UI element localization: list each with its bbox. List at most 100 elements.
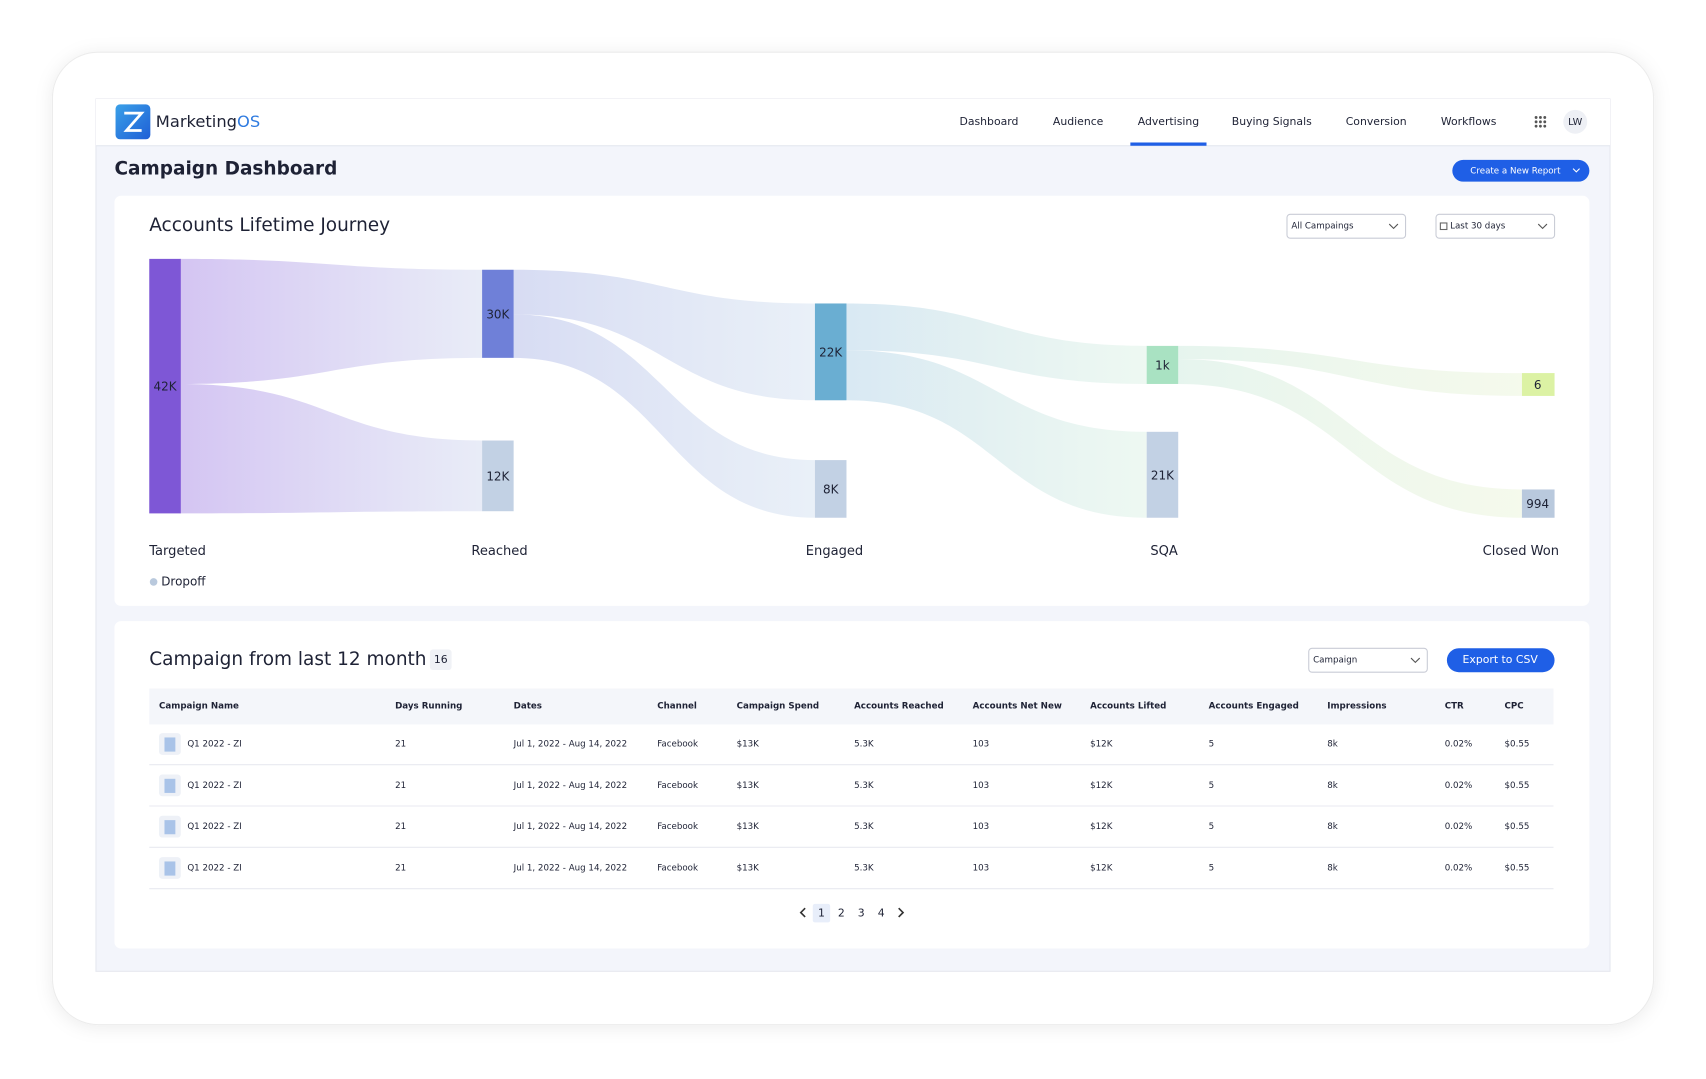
brand-suffix: OS xyxy=(237,111,260,130)
table-cell: 8k xyxy=(1327,781,1338,791)
table-cell: 5 xyxy=(1209,863,1215,873)
count-badge xyxy=(429,649,452,671)
brand: MarketingOS xyxy=(156,111,260,130)
legend-label: Dropoff xyxy=(161,574,206,588)
legend-dot xyxy=(149,578,158,586)
apps-icon[interactable] xyxy=(1534,116,1547,128)
top-nav xyxy=(95,98,1611,146)
column-header: Campaign Spend xyxy=(737,701,820,711)
nav-item[interactable]: Advertising xyxy=(1138,115,1199,128)
sankey-link xyxy=(179,383,483,514)
table-cell: Facebook xyxy=(657,822,698,832)
nav-item[interactable]: Audience xyxy=(1053,115,1104,128)
nav-item[interactable]: Conversion xyxy=(1346,115,1407,128)
nav-item[interactable]: Buying Signals xyxy=(1232,115,1312,128)
stage-label: Targeted xyxy=(148,544,206,559)
sankey-link xyxy=(513,269,815,401)
column-header: Impressions xyxy=(1327,701,1386,711)
sankey-node-label: 1k xyxy=(1155,359,1170,373)
page-number[interactable]: 3 xyxy=(858,907,865,920)
page-number[interactable]: 2 xyxy=(838,907,845,920)
nav-item[interactable]: Dashboard xyxy=(960,115,1019,128)
table-cell: Facebook xyxy=(657,863,698,873)
campaign-filter[interactable] xyxy=(1286,213,1407,239)
table-cell: Jul 1, 2022 - Aug 14, 2022 xyxy=(513,781,627,791)
chevron xyxy=(1410,657,1421,664)
table-cell: Jul 1, 2022 - Aug 14, 2022 xyxy=(513,863,627,873)
stage-label: Engaged xyxy=(806,544,863,559)
sankey-node-label: 12K xyxy=(486,469,510,483)
column-header: Accounts Reached xyxy=(854,701,944,711)
sankey-link xyxy=(1178,345,1522,396)
sankey-link xyxy=(513,314,815,518)
count-badge-text: 16 xyxy=(434,653,448,666)
nav-active-underline xyxy=(1130,142,1207,146)
campaign-filter-label: All Campaings xyxy=(1291,222,1354,232)
column-header: Channel xyxy=(657,701,697,711)
column-header: CPC xyxy=(1505,701,1524,711)
sankey-link xyxy=(1178,358,1522,518)
table-cell: $13K xyxy=(737,822,760,832)
sankey-node xyxy=(482,440,514,512)
create-report-button[interactable] xyxy=(1452,159,1590,182)
table-cell: $12K xyxy=(1090,781,1113,791)
sankey-node-label: 30K xyxy=(486,307,510,321)
table-cell: $0.55 xyxy=(1505,781,1530,791)
table-cell: $13K xyxy=(737,863,760,873)
sankey-node-label: 6 xyxy=(1534,378,1542,392)
column-header: Campaign Name xyxy=(159,701,239,711)
create-report-label: Create a New Report xyxy=(1470,166,1561,176)
prev-page[interactable] xyxy=(799,907,806,918)
table-cell: $13K xyxy=(737,781,760,791)
table-cell: 8k xyxy=(1327,863,1338,873)
column-header: Dates xyxy=(514,701,542,711)
table-filter[interactable] xyxy=(1308,647,1428,673)
table-cell: 21 xyxy=(395,781,406,791)
table-cell: Jul 1, 2022 - Aug 14, 2022 xyxy=(513,739,627,749)
sankey-node xyxy=(814,460,847,518)
campaign-icon-building xyxy=(164,820,176,835)
table-cell: Facebook xyxy=(657,781,698,791)
table-cell: 5 xyxy=(1209,781,1215,791)
table-cell: 103 xyxy=(973,781,990,791)
page-number[interactable]: 4 xyxy=(878,907,885,920)
table-cell: 5.3K xyxy=(854,781,874,791)
logo-mark xyxy=(123,111,145,132)
table-cell: 21 xyxy=(395,739,406,749)
column-header: CTR xyxy=(1445,701,1464,711)
table-cell: Q1 2022 - ZI xyxy=(187,822,241,832)
table-cell: Q1 2022 - ZI xyxy=(187,739,241,749)
table-cell: 8k xyxy=(1327,739,1338,749)
export-label: Export to CSV xyxy=(1463,653,1539,666)
sankey-node xyxy=(814,303,847,401)
table-cell: $12K xyxy=(1090,822,1113,832)
stage-label: Closed Won xyxy=(1483,544,1559,559)
table-cell: 21 xyxy=(395,822,406,832)
nav-item[interactable]: Workflows xyxy=(1441,115,1497,128)
table-cell: Q1 2022 - ZI xyxy=(187,781,241,791)
column-header: Accounts Lifted xyxy=(1090,701,1166,711)
calendar-icon xyxy=(1439,222,1448,231)
date-filter[interactable] xyxy=(1435,213,1556,239)
page-number[interactable]: 1 xyxy=(818,907,825,920)
table-cell: $0.55 xyxy=(1505,822,1530,832)
sankey-node-label: 22K xyxy=(819,345,843,359)
campaign-icon-building xyxy=(164,861,176,876)
campaign-icon-building xyxy=(164,737,176,752)
table-cell: $13K xyxy=(737,739,760,749)
table-cell: 5 xyxy=(1209,822,1215,832)
next-page[interactable] xyxy=(898,907,905,918)
sankey-node-label: 8K xyxy=(823,483,840,497)
journey-title: Accounts Lifetime Journey xyxy=(149,215,390,236)
export-button[interactable] xyxy=(1446,648,1555,673)
chevron xyxy=(1388,223,1399,230)
sankey-node-label: 994 xyxy=(1526,497,1549,511)
current-page xyxy=(812,903,831,923)
table-cell: Jul 1, 2022 - Aug 14, 2022 xyxy=(513,822,627,832)
sankey-node xyxy=(1521,373,1555,396)
chevron xyxy=(1572,168,1580,173)
avatar[interactable] xyxy=(1563,109,1588,134)
stage-label: SQA xyxy=(1150,544,1178,559)
campaign-icon-building xyxy=(164,778,176,793)
